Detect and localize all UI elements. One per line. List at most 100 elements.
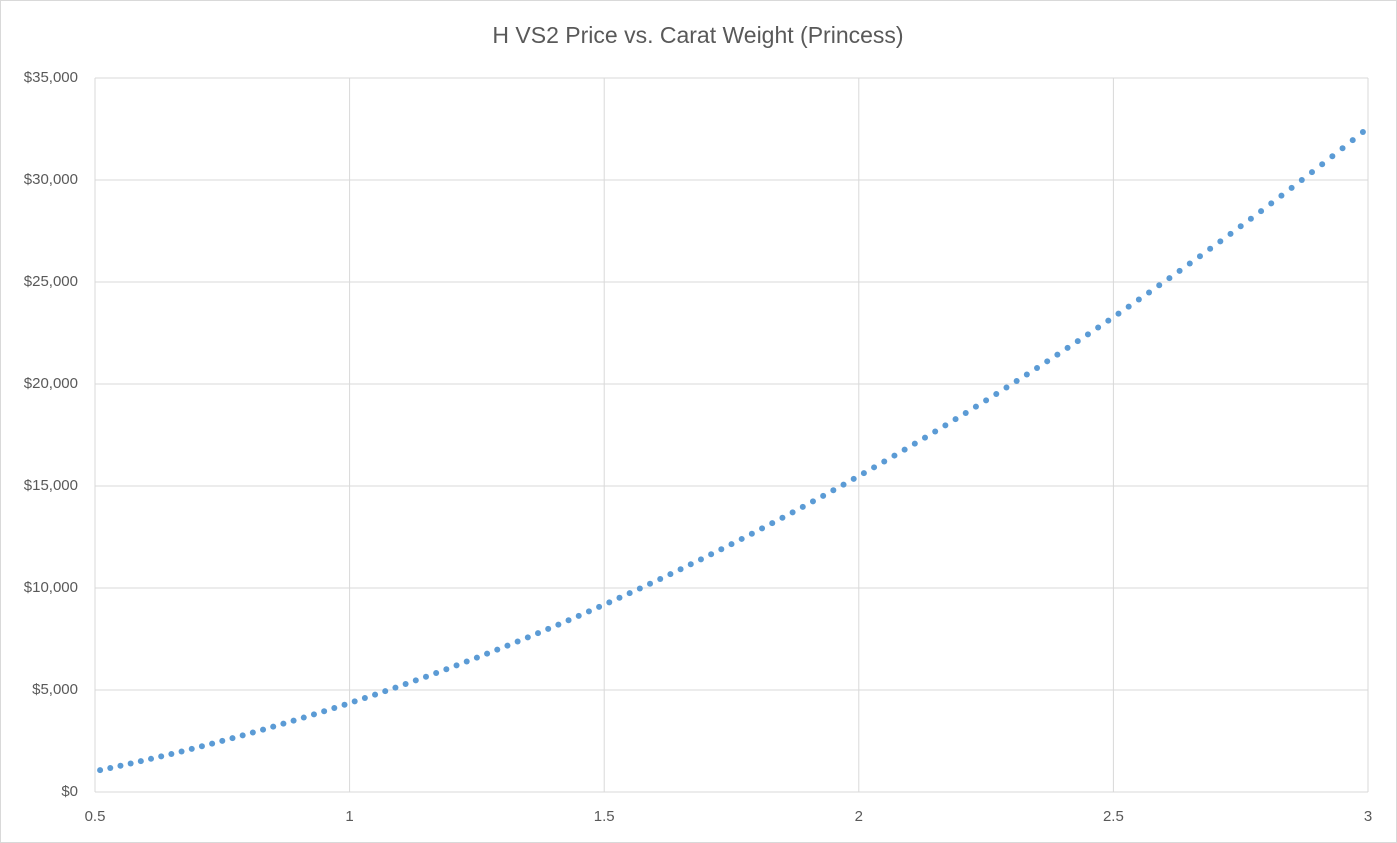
data-point (860, 470, 867, 477)
data-point (372, 691, 379, 698)
data-point (647, 580, 654, 587)
data-point (433, 669, 440, 676)
data-point (697, 556, 704, 563)
data-point (677, 566, 684, 573)
data-point (331, 705, 338, 712)
data-point (1156, 282, 1163, 289)
data-point (1207, 245, 1214, 252)
data-point (188, 745, 195, 752)
data-point (321, 708, 328, 715)
data-point (585, 608, 592, 615)
data-point (606, 599, 613, 606)
data-point (514, 638, 521, 645)
data-point (1044, 358, 1051, 365)
data-point (1125, 303, 1132, 310)
data-point (738, 535, 745, 542)
data-point (769, 520, 776, 527)
data-point (881, 458, 888, 465)
data-point (545, 625, 552, 632)
data-point (148, 755, 155, 762)
data-point (850, 475, 857, 482)
data-point (596, 603, 603, 610)
x-tick-label: 2.5 (1103, 808, 1124, 825)
data-point (422, 673, 429, 680)
data-point (1034, 364, 1041, 371)
data-point (1105, 317, 1112, 324)
data-point (392, 684, 399, 691)
y-tick-label: $15,000 (24, 477, 78, 494)
data-point (871, 464, 878, 471)
data-point (840, 481, 847, 488)
data-point (453, 662, 460, 669)
data-point (1247, 215, 1254, 222)
x-tick-label: 1 (345, 808, 353, 825)
data-point (1013, 378, 1020, 385)
x-tick-label: 3 (1364, 808, 1372, 825)
y-tick-label: $0 (61, 783, 78, 800)
data-point (137, 758, 144, 765)
data-point (382, 688, 389, 695)
data-point (687, 561, 694, 568)
data-point (555, 621, 562, 628)
data-point (1196, 253, 1203, 260)
data-point (219, 737, 226, 744)
data-point (636, 585, 643, 592)
data-point (1359, 129, 1366, 136)
data-point (952, 416, 959, 423)
data-point (127, 760, 134, 767)
data-point (494, 646, 501, 653)
data-point (107, 764, 114, 771)
data-point (891, 452, 898, 459)
data-point (412, 677, 419, 684)
data-point (1319, 161, 1326, 168)
data-point (249, 729, 256, 736)
data-point (473, 654, 480, 661)
data-point (280, 720, 287, 727)
data-point (1227, 230, 1234, 237)
x-tick-label: 2 (855, 808, 863, 825)
data-point (1298, 177, 1305, 184)
data-point (97, 767, 104, 774)
data-point (1146, 289, 1153, 296)
data-point (565, 617, 572, 624)
data-point (1308, 169, 1315, 176)
data-point (1268, 200, 1275, 207)
data-point (993, 390, 1000, 397)
data-point (657, 575, 664, 582)
data-point (361, 694, 368, 701)
data-point (168, 750, 175, 757)
data-point (1288, 184, 1295, 191)
data-point (524, 634, 531, 641)
data-point (820, 492, 827, 499)
data-point (290, 717, 297, 724)
data-point (1115, 310, 1122, 317)
data-point (616, 594, 623, 601)
data-point (178, 748, 185, 755)
data-point (718, 546, 725, 553)
data-point (1054, 351, 1061, 358)
data-point (117, 762, 124, 769)
y-tick-label: $30,000 (24, 171, 78, 188)
data-point (1278, 192, 1285, 199)
data-point (1135, 296, 1142, 303)
data-point (1349, 137, 1356, 144)
data-point (484, 650, 491, 657)
data-point (575, 612, 582, 619)
data-point (504, 642, 511, 649)
data-point (1176, 267, 1183, 274)
data-point (463, 658, 470, 665)
data-point (158, 753, 165, 760)
data-point (270, 723, 277, 730)
data-point (1166, 275, 1173, 282)
x-tick-label: 1.5 (594, 808, 615, 825)
data-point (239, 732, 246, 739)
data-point (260, 726, 267, 733)
data-point (921, 434, 928, 441)
data-point (809, 498, 816, 505)
data-point (535, 630, 542, 637)
chart-title: H VS2 Price vs. Carat Weight (Princess) (492, 22, 903, 48)
data-point (300, 714, 307, 721)
y-tick-label: $35,000 (24, 69, 78, 86)
